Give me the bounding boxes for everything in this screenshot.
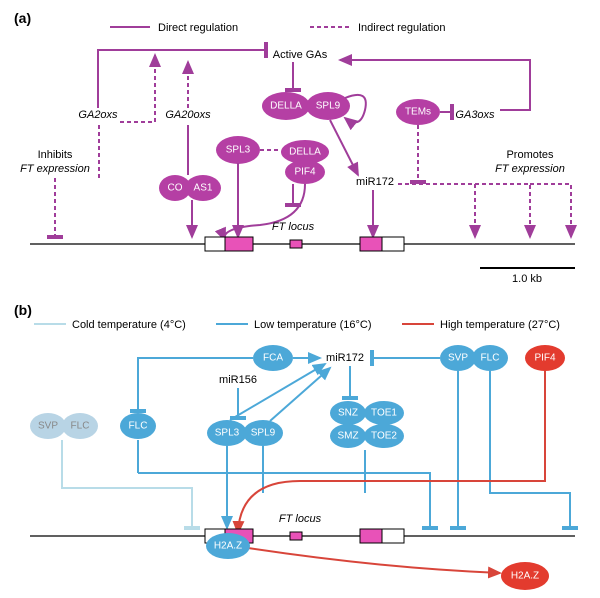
spl3-b-text: SPL3 (215, 428, 240, 439)
spl9-to-mir-b (270, 368, 330, 421)
exon-a1 (205, 237, 225, 251)
flc1-text: FLC (71, 421, 90, 432)
pif4-red-path (238, 371, 545, 533)
exon-b5 (382, 529, 404, 543)
svp2-text: SVP (448, 353, 468, 364)
exon-a4 (360, 237, 382, 251)
ga2oxs-to-gas (98, 50, 266, 108)
spl9-b-text: SPL9 (251, 428, 276, 439)
exon-b4 (360, 529, 382, 543)
ftlocus-a-label: FT locus (272, 221, 315, 233)
svpflc-faded-path (62, 440, 192, 528)
toe2-text: TOE2 (371, 431, 397, 442)
ftlocus-b-label: FT locus (279, 513, 322, 525)
legend-direct-text: Direct regulation (158, 22, 238, 34)
flc-right-down (490, 371, 570, 528)
della1-text: DELLA (270, 101, 302, 112)
ga20oxs-label: GA20oxs (165, 109, 211, 121)
h2az-eject (248, 548, 500, 573)
exon-a5 (382, 237, 404, 251)
spl9-text: SPL9 (316, 101, 341, 112)
pif4-b-text: PIF4 (534, 353, 556, 364)
della2-text: DELLA (289, 147, 321, 158)
spl9-to-mir (330, 120, 358, 175)
as1-text: AS1 (194, 183, 213, 194)
mir-down3 (530, 184, 571, 237)
inhibits-label: Inhibits (38, 149, 73, 161)
fca-text: FCA (263, 353, 283, 364)
h2az1-text: H2A.Z (214, 541, 242, 552)
co-text: CO (168, 183, 183, 194)
scale-label: 1.0 kb (512, 273, 542, 285)
tems-text: TEMs (405, 107, 431, 118)
snz-text: SNZ (338, 408, 358, 419)
mir-down2 (475, 184, 530, 237)
legend-cold-text: Cold temperature (4°C) (72, 319, 186, 331)
legend-high-text: High temperature (27°C) (440, 319, 560, 331)
svp1-text: SVP (38, 421, 58, 432)
mir172-b-label: miR172 (326, 352, 364, 364)
panel-a-svg: Direct regulation Indirect regulation Ac… (0, 0, 600, 300)
legend-low-text: Low temperature (16°C) (254, 319, 372, 331)
mir172-a-label: miR172 (356, 176, 394, 188)
ga3oxs-label: GA3oxs (455, 109, 495, 121)
h2az2-text: H2A.Z (511, 571, 539, 582)
spl3-text: SPL3 (226, 145, 251, 156)
ftexp2-label: FT expression (495, 163, 565, 175)
ga3oxs-to-gas (340, 60, 530, 110)
flc2-text: FLC (129, 421, 148, 432)
exon-a3 (290, 240, 302, 248)
panel-b-svg: Cold temperature (4°C) Low temperature (… (0, 298, 600, 598)
legend-indirect-text: Indirect regulation (358, 22, 445, 34)
ga2oxs-label: GA2oxs (78, 109, 118, 121)
pif4-a-text: PIF4 (294, 167, 316, 178)
toe1-text: TOE1 (371, 408, 397, 419)
spl3-to-mir-b (230, 364, 325, 420)
ga2oxs-up-dash (120, 55, 155, 122)
smz-text: SMZ (337, 431, 358, 442)
ftexp1-label: FT expression (20, 163, 90, 175)
exon-b3 (290, 532, 302, 540)
active-gas-label: Active GAs (273, 49, 328, 61)
exon-a2 (225, 237, 253, 251)
flc3-text: FLC (481, 353, 500, 364)
promotes-label: Promotes (506, 149, 554, 161)
mir156-label: miR156 (219, 374, 257, 386)
